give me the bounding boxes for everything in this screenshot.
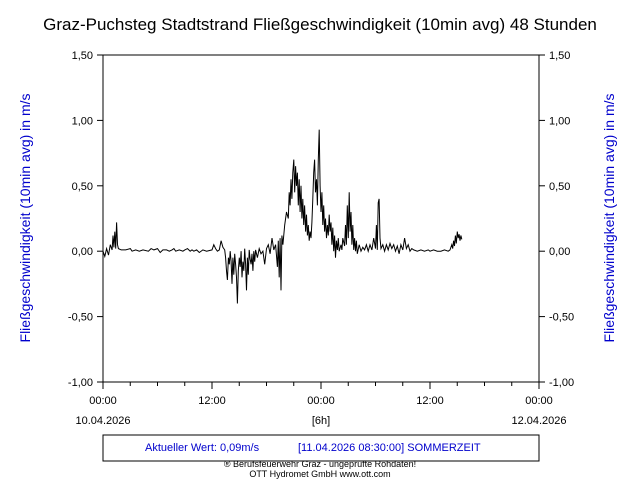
y-tick-label-right-0: 1,50: [549, 50, 570, 62]
plot-frame: [102, 54, 540, 383]
y-axis-right: 1,50 1,00 0,50 0,00 -0,50 -1,00: [539, 50, 574, 389]
chart-title: Graz-Puchsteg Stadtstrand Fließgeschwind…: [43, 15, 597, 34]
x-date-label-2: [6h]: [312, 415, 330, 427]
y-tick-label-left-2: 0,50: [72, 181, 93, 193]
y-axis-left: 1,50 1,00 0,50 0,00 -0,50 -1,00: [68, 50, 103, 389]
y-tick-label-right-1: 1,00: [549, 115, 570, 127]
y-tick-label-left-0: 1,50: [72, 50, 93, 62]
y-axis-label-left: Fließgeschwindigkeit (10min avg) in m/s: [17, 94, 33, 343]
y-tick-label-right-5: -1,00: [549, 377, 574, 389]
x-tick-label-4: 00:00: [525, 395, 553, 407]
x-tick-label-0: 00:00: [89, 395, 117, 407]
y-tick-label-right-4: -0,50: [549, 312, 574, 324]
footer-line-1: ® Berufsfeuerwehr Graz - ungeprüfte Rohd…: [224, 459, 416, 469]
current-value-text: Aktueller Wert: 0,09m/s: [145, 442, 260, 454]
y-axis-label-right: Fließgeschwindigkeit (10min avg) in m/s: [601, 94, 617, 343]
y-tick-label-left-3: 0,00: [72, 246, 93, 258]
y-tick-label-left-5: -1,00: [68, 377, 93, 389]
y-tick-label-left-1: 1,00: [72, 115, 93, 127]
x-date-label-4: 12.04.2026: [511, 415, 566, 427]
timestamp-text: [11.04.2026 08:30:00] SOMMERZEIT: [298, 442, 481, 454]
footer-line-2: OTT Hydromet GmbH www.ott.com: [249, 469, 390, 479]
x-axis: 00:00 10.04.2026 12:00 00:00 [6h] 12:00 00:00 1…: [75, 382, 567, 427]
y-tick-label-left-4: -0,50: [68, 312, 93, 324]
x-tick-label-1: 12:00: [198, 395, 226, 407]
series-line-velocity: [102, 129, 463, 304]
x-tick-label-2: 00:00: [307, 395, 335, 407]
status-box: [102, 434, 540, 462]
x-tick-label-3: 12:00: [416, 395, 444, 407]
y-tick-label-right-3: 0,00: [549, 246, 570, 258]
x-date-label-0: 10.04.2026: [75, 415, 130, 427]
y-tick-label-right-2: 0,50: [549, 181, 570, 193]
